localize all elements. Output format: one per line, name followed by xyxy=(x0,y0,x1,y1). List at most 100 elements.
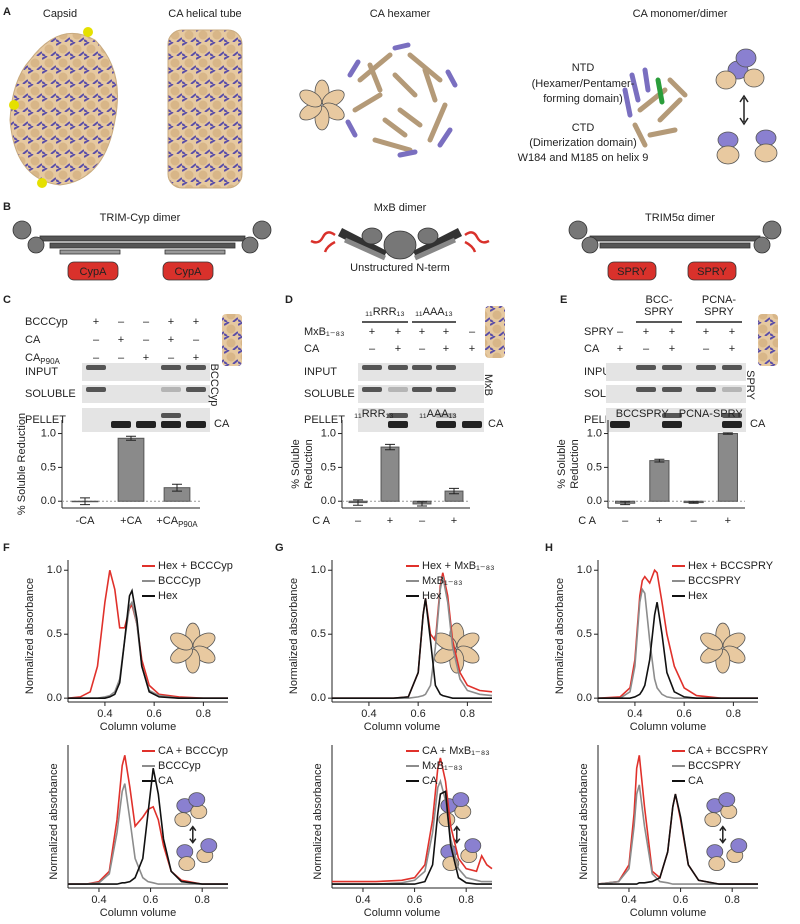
y-tick-label: 0.0 xyxy=(577,692,592,704)
series-line xyxy=(598,793,758,885)
y-axis-label: Reduction xyxy=(303,439,315,489)
panel-title: TRIM-Cyp dimer xyxy=(100,212,181,224)
condition-mark: – xyxy=(617,326,624,338)
legend-label: Hex + BCCSPRY xyxy=(688,560,774,572)
condition-mark: – xyxy=(93,334,100,346)
condition-mark: + xyxy=(703,326,709,338)
error-bar xyxy=(353,499,363,506)
condition-mark: + xyxy=(168,316,174,328)
series-line xyxy=(332,790,492,885)
x-axis-label: Column volume xyxy=(364,907,440,919)
gel-group-label: SPRY xyxy=(644,306,674,318)
x-tick-label: 0.8 xyxy=(195,894,210,906)
x-tick-label: – xyxy=(419,515,426,527)
bar xyxy=(649,460,670,502)
gel-row-label: SOLUBLE xyxy=(304,388,355,400)
monomer-icon xyxy=(200,838,218,854)
y-axis-label: Normalized absorbance xyxy=(24,578,36,694)
y-tick-label: 0.5 xyxy=(321,461,336,473)
legend-label: Hex + MxB₁₋₈₃ xyxy=(422,560,495,572)
condition-mark: – xyxy=(369,343,376,355)
gel-strip xyxy=(358,408,484,432)
monomer-icon xyxy=(188,792,206,808)
y-axis-label: Reduction xyxy=(569,439,581,489)
gel-side-label: SPRY xyxy=(744,370,756,400)
x-axis-label: C A xyxy=(578,515,596,527)
y-tick-label: 1.0 xyxy=(311,564,326,576)
gel-band xyxy=(436,387,456,392)
tube-thumbnails xyxy=(222,306,778,366)
condition-mark: + xyxy=(729,343,735,355)
x-tick-label: + xyxy=(656,515,662,527)
y-axis-label: Normalized absorbance xyxy=(554,578,566,694)
gel-band xyxy=(388,365,408,370)
ntd-desc: (Hexamer/Pentamer- xyxy=(532,78,635,90)
group-label: BCCSPRY xyxy=(616,408,670,420)
condition-label: CA xyxy=(25,334,41,346)
x-tick-label: + xyxy=(725,515,731,527)
gel-band xyxy=(696,365,716,370)
y-tick-label: 1.0 xyxy=(47,564,62,576)
panel-title: Capsid xyxy=(43,8,77,20)
monomer-icon xyxy=(178,856,196,872)
y-tick-label: 0.5 xyxy=(587,461,602,473)
cypa-label: CypA xyxy=(80,266,108,278)
gel-band xyxy=(388,413,408,418)
legend-label: MxB₁₋₈₃ xyxy=(422,760,463,772)
legend-label: Hex xyxy=(422,590,442,602)
monomer-icon xyxy=(708,856,726,872)
gel-band xyxy=(161,421,181,428)
condition-mark: + xyxy=(143,352,149,364)
y-tick-label: 0.5 xyxy=(577,628,592,640)
gel-row-label: INPUT xyxy=(304,366,337,378)
y-tick-label: 1.0 xyxy=(577,564,592,576)
error-bar xyxy=(417,501,427,507)
bar xyxy=(117,437,145,502)
gel-band xyxy=(161,365,181,370)
legend-label: Hex xyxy=(688,590,708,602)
x-axis-label: Column volume xyxy=(364,721,440,733)
gel-band xyxy=(111,421,131,428)
gel-band xyxy=(610,421,630,428)
legend-label: CA + BCCCyp xyxy=(158,745,228,757)
hexamer-icon xyxy=(700,632,723,651)
legend-label: CA + BCCSPRY xyxy=(688,745,769,757)
y-tick-label: 0.0 xyxy=(47,692,62,704)
condition-mark: + xyxy=(443,326,449,338)
condition-mark: – xyxy=(168,352,175,364)
gel-group-label: ₁₁RRR₁₃ xyxy=(365,306,404,318)
gel-band xyxy=(662,421,682,428)
error-bar xyxy=(688,501,699,504)
panel-letter: H xyxy=(545,542,553,554)
y-axis-label: Normalized absorbance xyxy=(288,578,300,694)
x-tick-label: 0.4 xyxy=(627,708,642,720)
x-tick-label: 0.4 xyxy=(91,894,106,906)
series-line xyxy=(332,778,492,885)
x-tick-label: 0.8 xyxy=(460,708,475,720)
condition-label: CA xyxy=(304,343,320,355)
condition-label: CA xyxy=(584,343,600,355)
gel-band xyxy=(412,387,432,392)
error-bar xyxy=(654,458,665,463)
x-tick-label: 0.4 xyxy=(97,708,112,720)
hexamer-icon xyxy=(170,632,193,651)
x-axis-label: Column volume xyxy=(100,907,176,919)
gel-side-label: BCCCyp xyxy=(208,364,220,407)
gel-band xyxy=(662,413,682,418)
legend-label: CA xyxy=(158,775,174,787)
spry-label: SPRY xyxy=(697,266,727,278)
gel-side-label: CA xyxy=(214,418,230,430)
condition-mark: + xyxy=(93,316,99,328)
gel-band xyxy=(362,387,382,392)
legend-label: CA xyxy=(688,775,704,787)
x-tick-label: 0.4 xyxy=(361,708,376,720)
gel-row-label: SOLUBLE xyxy=(25,388,76,400)
condition-mark: + xyxy=(395,343,401,355)
condition-mark: + xyxy=(118,334,124,346)
ntd-desc: forming domain) xyxy=(543,93,622,105)
error-bar xyxy=(620,501,631,506)
nterm-label: Unstructured N-term xyxy=(350,262,450,274)
condition-mark: + xyxy=(669,343,675,355)
error-bar xyxy=(80,497,90,506)
condition-mark: + xyxy=(617,343,623,355)
